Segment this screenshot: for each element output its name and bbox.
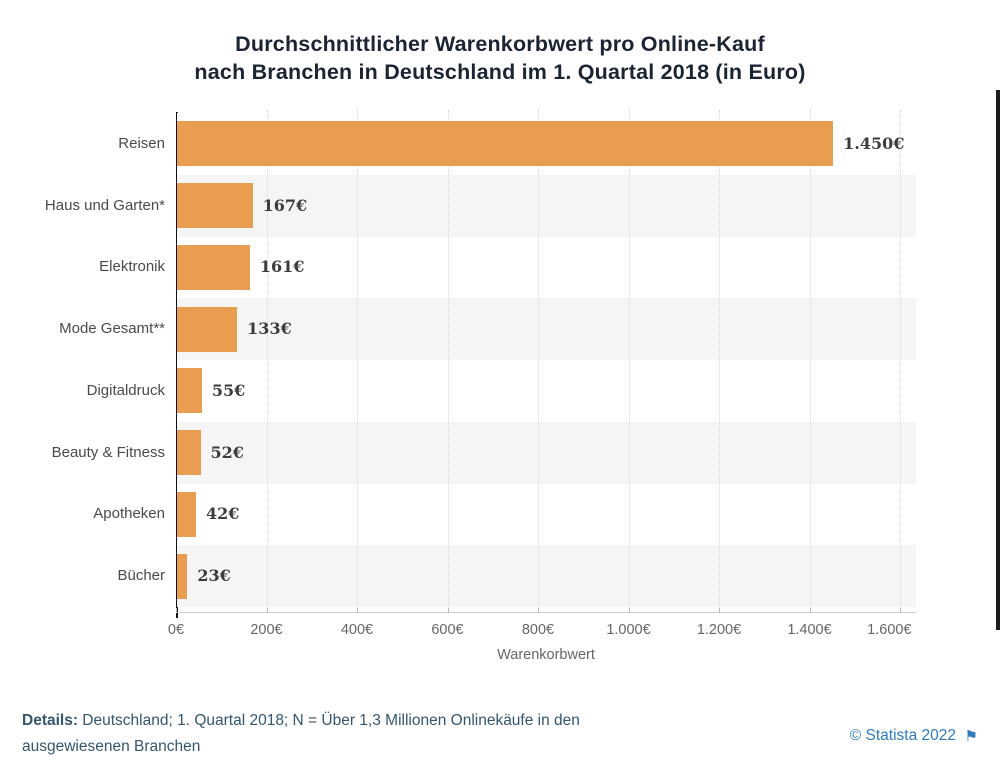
flag-icon: ⚑ xyxy=(964,728,978,745)
row-stripe xyxy=(177,483,916,546)
x-tick-label: 200€ xyxy=(250,622,283,638)
bar-Apotheken[interactable] xyxy=(177,491,196,537)
category-label: Haus und Garten* xyxy=(44,196,165,214)
row-stripe xyxy=(177,236,916,299)
row-stripe xyxy=(177,421,916,484)
gridline xyxy=(266,110,268,612)
gridline xyxy=(719,110,720,612)
value-label: 167€ xyxy=(262,195,308,215)
category-label: Elektronik xyxy=(99,258,165,276)
value-label: 133€ xyxy=(247,319,292,339)
row-stripe xyxy=(177,545,916,608)
value-label: 161€ xyxy=(259,257,305,277)
gridline xyxy=(357,110,358,612)
bar-Bücher[interactable] xyxy=(177,553,188,599)
category-label: Apotheken xyxy=(93,505,165,523)
x-tick-mark xyxy=(357,608,358,613)
x-tick-label: 1.400€ xyxy=(787,622,832,638)
gridline xyxy=(628,110,630,612)
gridline xyxy=(447,110,449,612)
x-tick-label: 1.600€ xyxy=(867,622,912,638)
x-axis-title: Warenkorbwert xyxy=(497,647,595,663)
right-edge-strip xyxy=(996,90,1000,630)
gridline xyxy=(900,110,901,612)
x-tick-label: 400€ xyxy=(340,622,374,638)
gridline xyxy=(809,110,811,612)
x-axis-baseline xyxy=(176,612,916,613)
chart-title: Durchschnittlicher Warenkorbwert pro Onl… xyxy=(0,30,1000,86)
bar-Beauty & Fitness[interactable] xyxy=(177,430,201,476)
row-stripe xyxy=(177,360,916,422)
details-text: Deutschland; 1. Quartal 2018; N = Über 1… xyxy=(22,712,580,755)
row-stripe xyxy=(177,174,916,237)
value-label: 23€ xyxy=(197,566,231,586)
bar-chart-plot-area: Reisen Haus und Garten* Elektronik Mode Ges… xyxy=(44,110,916,638)
category-label: Digitaldruck xyxy=(86,381,165,399)
value-label: 1.450€ xyxy=(843,133,905,153)
x-tick-mark xyxy=(266,608,268,613)
gridline xyxy=(538,110,539,612)
x-tick-mark xyxy=(900,608,901,613)
value-label: 52€ xyxy=(210,442,244,462)
row-stripe xyxy=(177,298,916,361)
bar-Elektronik[interactable] xyxy=(177,244,250,290)
bar-Digitaldruck[interactable] xyxy=(177,368,202,414)
x-tick-mark xyxy=(628,608,630,613)
x-tick-label: 1.200€ xyxy=(696,622,742,638)
category-label: Reisen xyxy=(118,134,165,152)
x-tick-label: 0€ xyxy=(167,622,185,638)
category-label: Bücher xyxy=(117,567,165,585)
x-tick-label: 600€ xyxy=(431,622,464,638)
details-note: Details: Deutschland; 1. Quartal 2018; N… xyxy=(22,708,642,760)
bar-Mode Gesamt**[interactable] xyxy=(177,306,238,352)
x-tick-label: 800€ xyxy=(521,622,555,638)
chart-title-line1: Durchschnittlicher Warenkorbwert pro Onl… xyxy=(235,32,765,56)
bar-Reisen[interactable] xyxy=(177,121,834,167)
category-label: Mode Gesamt** xyxy=(59,320,165,338)
x-tick-mark xyxy=(719,608,720,613)
details-label: Details: xyxy=(22,712,78,729)
value-label: 42€ xyxy=(206,504,240,524)
category-label: Beauty & Fitness xyxy=(51,443,165,461)
chart-title-line2: nach Branchen in Deutschland im 1. Quart… xyxy=(194,60,806,84)
x-tick-mark xyxy=(538,608,539,613)
value-label: 55€ xyxy=(211,380,246,400)
x-tick-label: 1.000€ xyxy=(606,622,651,638)
x-tick-mark xyxy=(809,608,811,613)
x-tick-mark xyxy=(176,608,177,613)
bar-Haus und Garten*[interactable] xyxy=(177,183,253,229)
x-tick-mark xyxy=(447,608,449,613)
statista-copyright-link[interactable]: © Statista 2022 xyxy=(849,727,956,744)
